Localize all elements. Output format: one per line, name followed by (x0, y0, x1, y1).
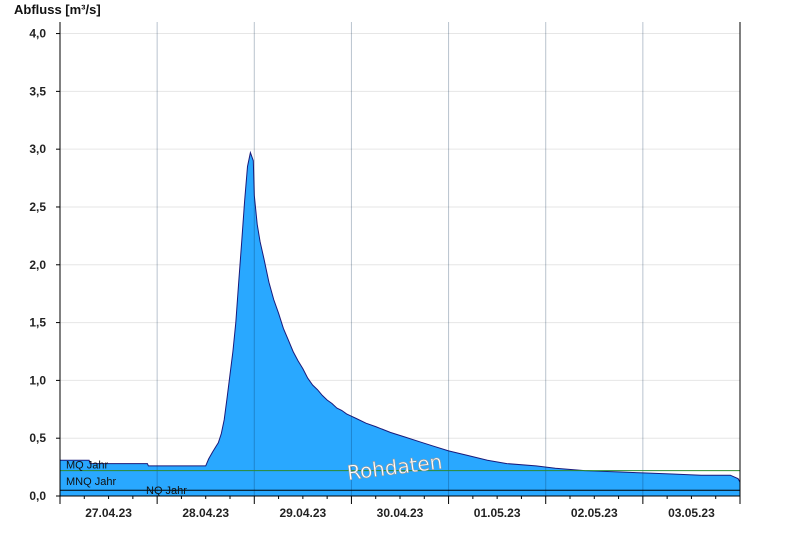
nq-label: NQ Jahr (146, 485, 187, 497)
mq-label: MQ Jahr (66, 460, 109, 472)
axes-layer: 0,0 0,5 1,0 1,5 2,0 2,5 3,0 3,5 4,0 27.04.23 28.04… (29, 22, 741, 520)
y-tick-label: 0,5 (29, 431, 46, 445)
x-tick-label: 29.04.23 (279, 506, 326, 520)
y-tick-label: 2,5 (29, 200, 46, 214)
x-tick-label: 30.04.23 (377, 506, 424, 520)
mnq-label: MNQ Jahr (66, 476, 116, 488)
discharge-area (60, 152, 740, 496)
y-tick-label: 3,0 (29, 142, 46, 156)
y-tick-label: 1,0 (29, 373, 46, 387)
y-tick-label: 3,5 (29, 84, 46, 98)
x-tick-label: 03.05.23 (668, 506, 715, 520)
x-tick-label: 27.04.23 (85, 506, 132, 520)
area-layer (60, 22, 741, 496)
reference-lines: MQ Jahr MNQ Jahr NQ Jahr (60, 460, 740, 497)
y-axis-label: Abfluss [m³/s] (14, 2, 101, 17)
y-tick-label: 0,0 (29, 489, 46, 503)
grid-layer (60, 33, 740, 439)
y-tick-label: 4,0 (29, 27, 46, 41)
x-tick-label: 01.05.23 (474, 506, 521, 520)
x-tick-label: 02.05.23 (571, 506, 618, 520)
discharge-line (60, 150, 741, 483)
y-tick-label: 2,0 (29, 258, 46, 272)
x-tick-label: 28.04.23 (182, 506, 229, 520)
y-tick-label: 1,5 (29, 316, 46, 330)
